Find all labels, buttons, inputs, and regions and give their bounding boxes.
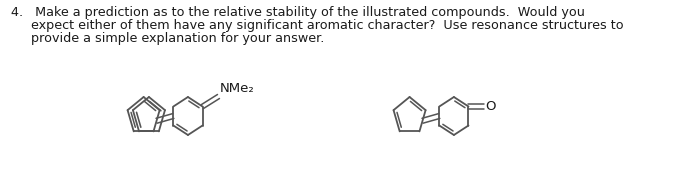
Text: expect either of them have any significant aromatic character?  Use resonance st: expect either of them have any significa… (10, 19, 623, 32)
Text: O: O (485, 100, 496, 113)
Text: provide a simple explanation for your answer.: provide a simple explanation for your an… (10, 32, 324, 45)
Text: 4.   Make a prediction as to the relative stability of the illustrated compounds: 4. Make a prediction as to the relative … (10, 6, 584, 19)
Text: NMe₂: NMe₂ (219, 82, 254, 95)
